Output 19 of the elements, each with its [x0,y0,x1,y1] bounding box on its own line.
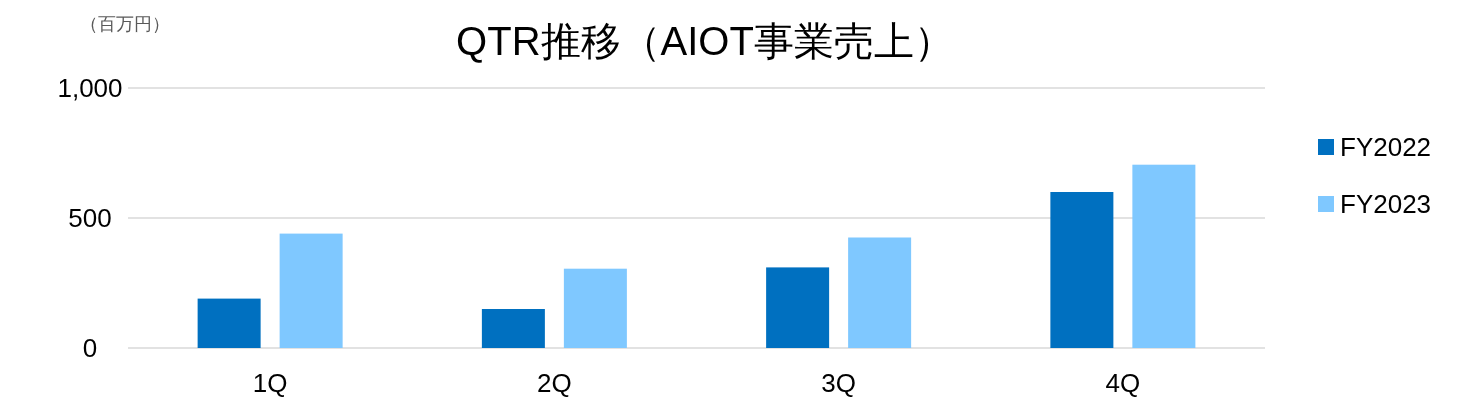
legend-label: FY2023 [1340,189,1432,219]
x-tick-label: 3Q [821,368,856,398]
bar [481,309,545,348]
chart-title: QTR推移（AIOT事業売上） [456,19,954,63]
bar [197,298,261,348]
y-tick-label: 500 [68,203,112,233]
y-tick-label: 0 [82,333,98,363]
x-tick-label: 2Q [537,368,572,398]
y-tick-label: 1,000 [57,73,123,103]
bar [1050,192,1114,348]
bar [279,233,343,348]
bar [766,267,830,348]
x-tick-label: 4Q [1105,368,1141,398]
bar [848,237,912,348]
legend-label: FY2022 [1340,132,1432,162]
x-tick-label: 1Q [252,368,288,398]
bar [563,268,627,348]
bar [1132,164,1196,348]
y-axis-title: （百万円） [80,14,170,34]
